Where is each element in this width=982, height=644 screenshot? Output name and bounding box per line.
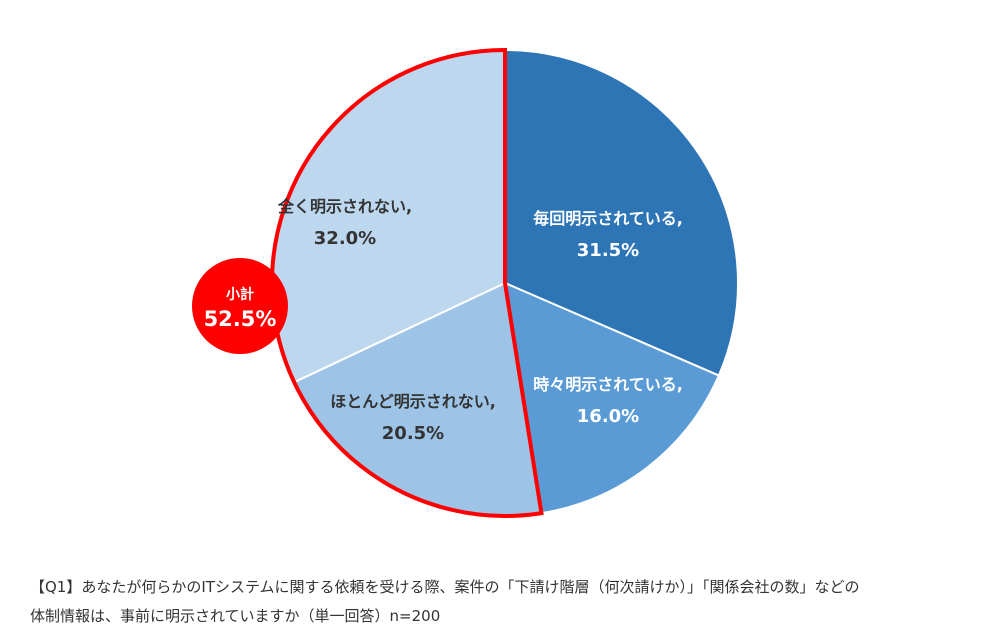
- slice-value-label: 32.0%: [314, 228, 376, 249]
- subtotal-value: 52.5%: [204, 307, 277, 331]
- caption-line-2: 体制情報は、事前に明示されていますか（単一回答）n=200: [30, 607, 441, 625]
- pie-slice: [504, 48, 739, 377]
- slice-value-label: 20.5%: [382, 423, 444, 444]
- pie-chart: 毎回明示されている, 31.5% 時々明示されている, 16.0% ほとんど明示されない…: [192, 47, 739, 518]
- slice-label: 毎回明示されている,: [533, 209, 683, 228]
- slice-value-label: 31.5%: [577, 240, 639, 261]
- slice-value-label: 16.0%: [577, 406, 639, 427]
- caption-line-1: 【Q1】あなたが何らかのITシステムに関する依頼を受ける際、案件の「下請け階層（…: [30, 578, 860, 596]
- slice-label: 全く明示されない,: [277, 197, 412, 216]
- slice-label: 時々明示されている,: [533, 375, 683, 394]
- subtotal-label: 小計: [226, 286, 254, 303]
- slice-label: ほとんど明示されない,: [330, 392, 496, 411]
- pie-slice: [503, 281, 721, 515]
- subtotal-badge: [192, 258, 288, 354]
